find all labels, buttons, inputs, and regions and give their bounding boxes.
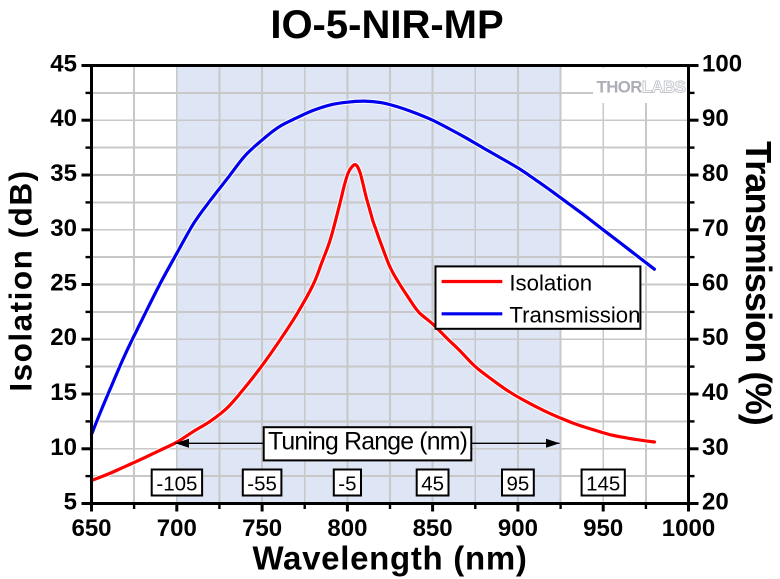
svg-text:Transmission: Transmission xyxy=(509,303,640,328)
svg-text:70: 70 xyxy=(702,215,729,242)
svg-text:50: 50 xyxy=(702,324,729,351)
svg-text:650: 650 xyxy=(71,515,111,542)
svg-text:90: 90 xyxy=(702,105,729,132)
svg-text:Wavelength (nm): Wavelength (nm) xyxy=(252,540,527,577)
svg-text:-5: -5 xyxy=(338,473,356,496)
svg-text:80: 80 xyxy=(702,160,729,187)
svg-text:20: 20 xyxy=(702,489,729,516)
svg-text:15: 15 xyxy=(50,379,77,406)
svg-text:45: 45 xyxy=(421,473,444,496)
svg-text:Isolation: Isolation xyxy=(509,270,592,295)
svg-text:900: 900 xyxy=(498,515,538,542)
svg-text:Transmission (%): Transmission (%) xyxy=(738,141,779,425)
svg-text:800: 800 xyxy=(327,515,367,542)
svg-text:35: 35 xyxy=(50,160,77,187)
svg-text:30: 30 xyxy=(702,434,729,461)
svg-text:40: 40 xyxy=(702,379,729,406)
svg-text:IO-5-NIR-MP: IO-5-NIR-MP xyxy=(270,3,503,47)
svg-text:40: 40 xyxy=(50,105,77,132)
svg-text:850: 850 xyxy=(413,515,453,542)
svg-text:-105: -105 xyxy=(156,473,197,496)
svg-text:1000: 1000 xyxy=(662,515,715,542)
svg-text:10: 10 xyxy=(50,434,77,461)
svg-text:THORLABS: THORLABS xyxy=(597,78,686,97)
svg-text:5: 5 xyxy=(64,489,77,516)
svg-text:Tuning Range (nm): Tuning Range (nm) xyxy=(268,429,467,456)
svg-text:700: 700 xyxy=(157,515,197,542)
svg-text:100: 100 xyxy=(702,51,742,78)
svg-text:20: 20 xyxy=(50,324,77,351)
svg-text:750: 750 xyxy=(242,515,282,542)
svg-text:95: 95 xyxy=(506,473,529,496)
svg-text:25: 25 xyxy=(50,270,77,297)
svg-text:950: 950 xyxy=(583,515,623,542)
svg-text:-55: -55 xyxy=(247,473,277,496)
svg-text:145: 145 xyxy=(586,473,620,496)
svg-text:45: 45 xyxy=(50,51,77,78)
svg-text:60: 60 xyxy=(702,270,729,297)
svg-text:30: 30 xyxy=(50,215,77,242)
svg-text:Isolation (dB): Isolation (dB) xyxy=(3,169,39,391)
